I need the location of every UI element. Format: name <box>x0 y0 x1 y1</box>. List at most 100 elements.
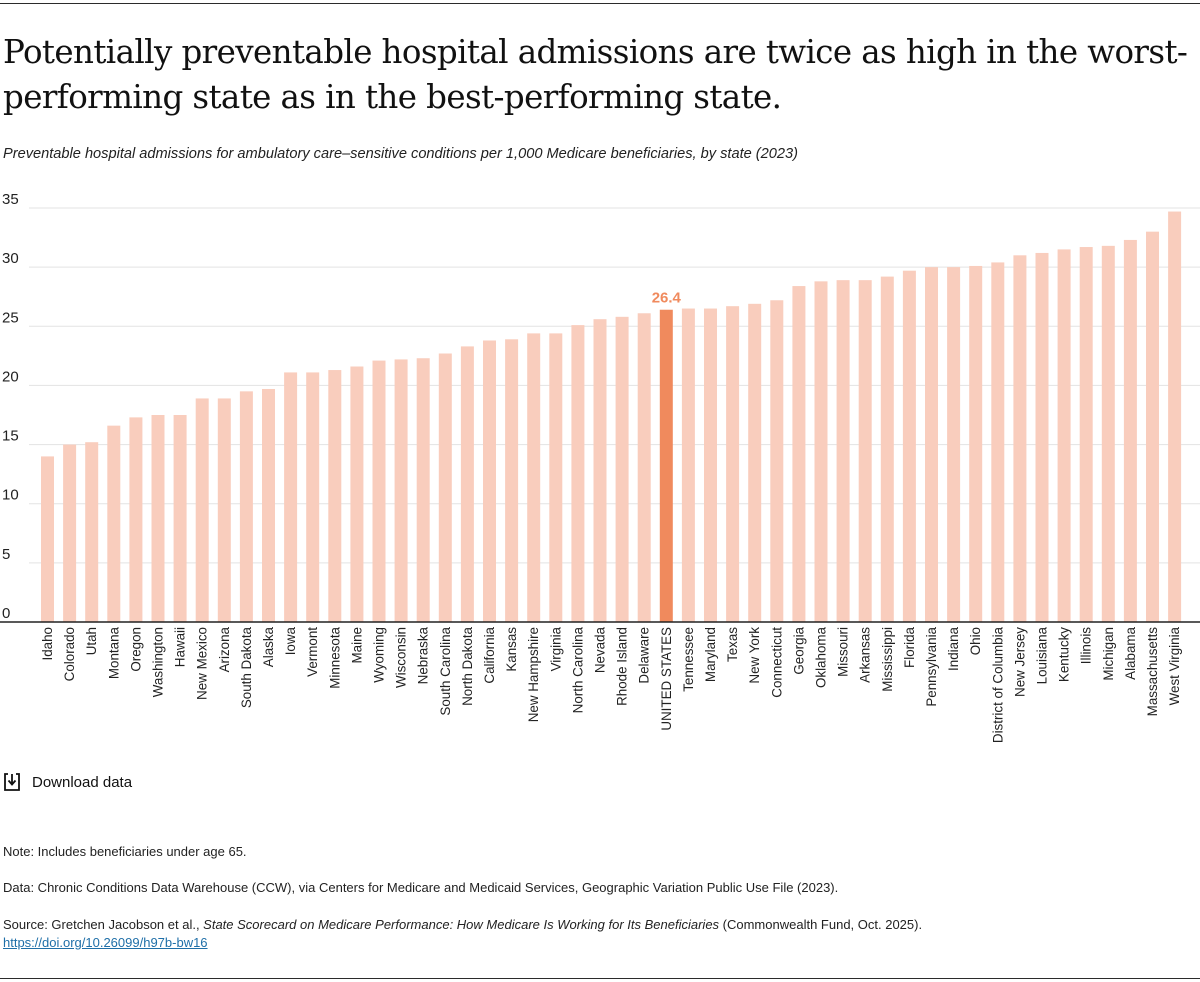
bar-louisiana <box>1035 252 1049 622</box>
bar-district-of-columbia <box>991 262 1005 622</box>
y-tick-label-25: 25 <box>2 309 19 326</box>
doi-link[interactable]: https://doi.org/10.26099/h97b-bw16 <box>3 935 208 950</box>
bar-iowa <box>284 372 298 622</box>
data-label-united-states: 26.4 <box>652 290 682 307</box>
bar-idaho <box>41 456 54 622</box>
x-tick-label-illinois: Illinois <box>1079 627 1094 665</box>
x-tick-label-nebraska: Nebraska <box>416 626 431 684</box>
x-tick-label-connecticut: Connecticut <box>769 627 784 698</box>
y-tick-label-10: 10 <box>2 487 19 504</box>
bar-new-york <box>748 303 762 622</box>
x-tick-label-district-of-columbia: District of Columbia <box>990 626 1005 743</box>
x-tick-label-rhode-island: Rhode Island <box>615 627 630 706</box>
x-tick-label-montana: Montana <box>106 626 121 679</box>
x-tick-label-maine: Maine <box>349 627 364 663</box>
top-rule <box>0 3 1200 4</box>
x-tick-label-oregon: Oregon <box>128 627 143 672</box>
x-tick-label-georgia: Georgia <box>791 626 806 674</box>
bar-pennsylvania <box>925 267 938 622</box>
bar-wyoming <box>372 360 386 622</box>
bar-new-mexico <box>195 398 209 622</box>
bar-california <box>483 340 496 622</box>
bar-rhode-island <box>615 316 629 622</box>
bar-oregon <box>129 417 143 622</box>
x-tick-label-utah: Utah <box>84 627 99 655</box>
x-tick-label-minnesota: Minnesota <box>327 626 342 688</box>
bar-new-hampshire <box>527 333 541 622</box>
x-tick-label-wisconsin: Wisconsin <box>394 627 409 688</box>
x-tick-label-north-carolina: North Carolina <box>570 626 585 713</box>
x-tick-label-delaware: Delaware <box>637 627 652 684</box>
x-tick-label-new-jersey: New Jersey <box>1012 627 1027 697</box>
bar-tennessee <box>681 308 695 622</box>
y-tick-label-15: 15 <box>2 428 19 445</box>
x-tick-label-ohio: Ohio <box>968 627 983 655</box>
x-tick-label-michigan: Michigan <box>1101 627 1116 681</box>
x-tick-label-vermont: Vermont <box>305 627 320 677</box>
bar-south-dakota <box>239 391 253 622</box>
x-tick-label-south-dakota: South Dakota <box>239 626 254 708</box>
x-tick-label-west-virginia: West Virginia <box>1167 626 1182 705</box>
bar-west-virginia <box>1168 211 1182 622</box>
bar-texas <box>726 306 740 622</box>
x-tick-label-arkansas: Arkansas <box>858 627 873 683</box>
bar-vermont <box>306 372 320 622</box>
bar-connecticut <box>770 300 784 622</box>
bar-hawaii <box>173 415 187 622</box>
doi-line: https://doi.org/10.26099/h97b-bw16 <box>3 935 208 950</box>
bar-florida <box>902 270 916 622</box>
bar-alaska <box>262 388 275 622</box>
x-tick-label-new-york: New York <box>747 627 762 684</box>
x-tick-label-tennessee: Tennessee <box>681 627 696 692</box>
x-tick-label-florida: Florida <box>902 626 917 667</box>
x-tick-label-nevada: Nevada <box>593 626 608 673</box>
bar-missouri <box>836 280 850 622</box>
bar-wisconsin <box>394 359 408 622</box>
bar-massachusetts <box>1146 231 1159 622</box>
y-tick-label-20: 20 <box>2 368 19 385</box>
chart-subtitle: Preventable hospital admissions for ambu… <box>3 146 798 162</box>
bar-washington <box>151 415 165 622</box>
x-tick-label-united-states: UNITED STATES <box>659 627 674 731</box>
bar-united-states <box>659 309 673 622</box>
bar-delaware <box>637 313 651 622</box>
x-tick-label-north-dakota: North Dakota <box>460 626 475 705</box>
bar-maryland <box>704 308 717 622</box>
bar-nevada <box>593 319 607 622</box>
bar-arizona <box>217 398 231 622</box>
bar-south-carolina <box>438 353 452 622</box>
x-tick-label-hawaii: Hawaii <box>173 627 188 667</box>
bar-virginia <box>549 333 563 622</box>
bar-kentucky <box>1057 249 1071 622</box>
download-data-label: Download data <box>32 773 133 791</box>
bar-michigan <box>1101 245 1115 622</box>
x-tick-label-iowa: Iowa <box>283 626 298 655</box>
source-citation: Source: Gretchen Jacobson et al., State … <box>3 917 922 932</box>
x-tick-label-massachusetts: Massachusetts <box>1145 627 1160 717</box>
bar-georgia <box>792 286 806 622</box>
x-tick-label-washington: Washington <box>151 627 166 697</box>
bar-ohio <box>969 265 983 622</box>
bottom-rule <box>0 978 1200 979</box>
y-tick-label-35: 35 <box>2 191 19 208</box>
download-data-button[interactable]: Download data <box>3 772 132 792</box>
bar-chart: 0 5 10 15 20 25 30 35 Idaho Colorado Utah Montana Or… <box>0 191 1200 743</box>
x-tick-label-indiana: Indiana <box>946 626 961 670</box>
x-tick-label-oklahoma: Oklahoma <box>814 626 829 688</box>
bar-maine <box>350 366 364 622</box>
y-tick-label-0: 0 <box>2 605 10 622</box>
x-tick-label-virginia: Virginia <box>548 626 563 671</box>
x-tick-label-arizona: Arizona <box>217 626 232 672</box>
y-tick-label-30: 30 <box>2 250 19 267</box>
y-tick-label-5: 5 <box>2 546 10 563</box>
x-tick-label-mississippi: Mississippi <box>880 627 895 692</box>
x-tick-label-missouri: Missouri <box>836 627 851 677</box>
bar-new-jersey <box>1013 255 1027 623</box>
data-source-text: Data: Chronic Conditions Data Warehouse … <box>3 880 839 895</box>
x-tick-label-alabama: Alabama <box>1123 626 1138 679</box>
bar-montana <box>107 425 121 622</box>
bar-nebraska <box>416 358 430 622</box>
bar-illinois <box>1079 247 1093 622</box>
x-tick-label-south-carolina: South Carolina <box>438 626 453 715</box>
note-text: Note: Includes beneficiaries under age 6… <box>3 844 247 859</box>
